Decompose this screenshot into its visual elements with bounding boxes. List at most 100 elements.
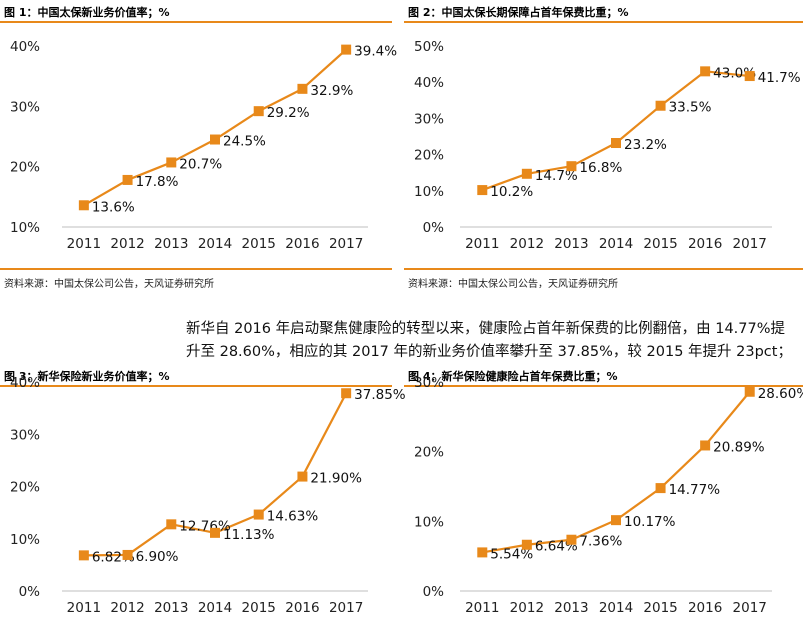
chart-2: 0% 10% 20% 30% 40% 50% 2011 2012 2013 2014 2015 201… <box>414 39 801 252</box>
data-label: 20.89% <box>713 439 765 455</box>
x-tick-label: 2015 <box>643 600 677 616</box>
x-tick-label: 2017 <box>329 600 363 616</box>
x-tick-label: 2013 <box>554 236 588 252</box>
data-point-marker <box>78 550 89 561</box>
x-tick-label: 2016 <box>285 236 319 252</box>
chart-1-bottom-rule <box>0 268 392 270</box>
data-point-marker <box>297 83 308 94</box>
y-tick-label: 30% <box>414 375 444 391</box>
data-point-marker <box>253 106 264 117</box>
chart-3: 0% 10% 20% 30% 40% 2011 2012 2013 2014 2015 2016 20… <box>10 375 406 616</box>
x-tick-label: 2011 <box>465 236 499 252</box>
x-tick-label: 2015 <box>242 600 276 616</box>
x-tick-label: 2017 <box>733 236 767 252</box>
data-label: 41.7% <box>758 70 801 86</box>
data-label: 14.63% <box>267 509 319 525</box>
y-tick-label: 10% <box>10 532 40 548</box>
y-tick-label: 30% <box>10 427 40 443</box>
chart-1-title: 图 1：中国太保新业务价值率；% <box>4 6 170 19</box>
y-tick-label: 0% <box>423 584 445 600</box>
data-label: 29.2% <box>267 105 310 121</box>
data-label: 10.17% <box>624 514 676 530</box>
data-point-marker <box>521 539 532 550</box>
data-label: 16.8% <box>579 160 622 176</box>
data-point-marker <box>521 168 532 179</box>
x-tick-label: 2012 <box>510 600 544 616</box>
data-label: 5.54% <box>490 546 533 562</box>
x-tick-label: 2011 <box>67 600 101 616</box>
data-label: 14.77% <box>669 482 721 498</box>
data-point-marker <box>210 134 220 145</box>
data-label: 13.6% <box>92 199 135 215</box>
data-label: 10.2% <box>490 184 533 200</box>
data-label: 37.85% <box>354 387 406 403</box>
x-tick-label: 2016 <box>285 600 319 616</box>
data-label: 33.5% <box>669 100 712 116</box>
chart-4-title: 图 4：新华保险健康险占首年保费比重；% <box>408 370 618 383</box>
data-label: 6.90% <box>136 549 179 565</box>
y-tick-label: 20% <box>414 148 444 164</box>
chart-4-top-rule <box>404 385 803 387</box>
y-tick-label: 30% <box>10 99 40 115</box>
data-point-marker <box>122 549 133 560</box>
x-tick-label: 2014 <box>599 600 633 616</box>
y-tick-label: 0% <box>19 584 41 600</box>
y-tick-label: 40% <box>414 75 444 91</box>
x-tick-label: 2015 <box>643 236 677 252</box>
y-tick-label: 10% <box>414 184 444 200</box>
x-tick-label: 2017 <box>329 236 363 252</box>
data-label: 20.7% <box>179 156 222 172</box>
chart-1-top-rule <box>0 21 392 23</box>
data-label: 23.2% <box>624 137 667 153</box>
data-point-marker <box>700 66 711 77</box>
data-label: 7.36% <box>579 534 622 550</box>
data-point-marker <box>78 200 89 211</box>
chart-2-title: 图 2：中国太保长期保障占首年保费比重；% <box>408 6 629 19</box>
x-tick-label: 2016 <box>688 600 722 616</box>
data-label: 17.8% <box>136 174 179 190</box>
data-point-marker <box>297 471 308 482</box>
data-label: 24.5% <box>223 134 266 150</box>
data-point-marker <box>210 527 220 538</box>
y-tick-label: 20% <box>414 445 444 461</box>
data-point-marker <box>611 138 621 149</box>
x-tick-label: 2017 <box>733 600 767 616</box>
data-label: 28.60% <box>758 386 803 402</box>
x-tick-label: 2014 <box>599 236 633 252</box>
data-label: 11.13% <box>223 527 275 543</box>
x-tick-label: 2013 <box>154 236 188 252</box>
data-point-marker <box>566 534 577 545</box>
data-point-marker <box>166 157 177 168</box>
data-point-marker <box>611 515 621 526</box>
x-tick-label: 2012 <box>110 236 144 252</box>
y-tick-label: 50% <box>414 39 444 55</box>
data-point-marker <box>744 71 755 82</box>
data-point-marker <box>341 44 352 55</box>
y-tick-label: 20% <box>10 480 40 496</box>
data-point-marker <box>253 509 264 520</box>
chart-2-source: 资料来源：中国太保公司公告，天风证券研究所 <box>408 279 618 290</box>
chart-3-title: 图 3：新华保险新业务价值率；% <box>4 370 170 383</box>
data-point-marker <box>655 483 666 494</box>
data-label: 14.7% <box>535 168 578 184</box>
chart-1: 10% 20% 30% 40% 2011 2012 2013 2014 2015 2016 2017… <box>10 39 397 252</box>
x-tick-label: 2014 <box>198 600 232 616</box>
data-point-marker <box>166 519 177 530</box>
chart-2-bottom-rule <box>404 268 803 270</box>
data-point-marker <box>744 386 755 397</box>
chart-3-top-rule <box>0 385 392 387</box>
data-point-marker <box>122 174 133 185</box>
y-tick-label: 10% <box>414 514 444 530</box>
data-point-marker <box>477 185 488 196</box>
x-tick-label: 2014 <box>198 236 232 252</box>
analysis-paragraph: 新华自 2016 年启动聚焦健康险的转型以来，健康险占首年新保费的比例翻倍，由 … <box>186 321 792 360</box>
x-tick-label: 2015 <box>242 236 276 252</box>
y-tick-label: 40% <box>10 39 40 55</box>
chart-2-top-rule <box>404 21 803 23</box>
data-label: 39.4% <box>354 44 397 60</box>
data-label: 32.9% <box>310 83 353 99</box>
x-tick-label: 2012 <box>110 600 144 616</box>
x-tick-label: 2013 <box>154 600 188 616</box>
data-point-marker <box>566 161 577 172</box>
series-line <box>482 391 751 554</box>
